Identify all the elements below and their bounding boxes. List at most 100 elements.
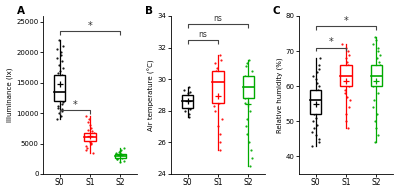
Point	[115, 154, 121, 157]
Point	[55, 71, 61, 74]
Point	[121, 159, 127, 162]
Point	[218, 117, 225, 120]
Point	[83, 148, 90, 151]
Point	[316, 67, 322, 70]
Point	[186, 85, 192, 88]
Point	[59, 99, 66, 102]
Point	[309, 99, 316, 102]
Point	[217, 149, 223, 152]
Point	[372, 36, 378, 39]
Point	[341, 88, 348, 91]
Text: C: C	[272, 6, 280, 16]
Point	[248, 157, 255, 160]
Point	[84, 146, 91, 149]
Point	[86, 124, 93, 127]
Point	[374, 78, 380, 81]
Text: *: *	[88, 21, 92, 31]
Point	[218, 93, 225, 96]
Point	[316, 137, 322, 140]
Point	[55, 84, 62, 87]
Point	[370, 74, 376, 77]
Point	[244, 133, 250, 136]
Point	[88, 141, 94, 145]
Point	[212, 98, 218, 101]
Point	[212, 62, 219, 65]
Point	[55, 104, 61, 107]
Point	[212, 85, 219, 88]
Text: A: A	[16, 6, 24, 16]
Point	[214, 81, 221, 84]
Point	[314, 95, 321, 98]
Point	[370, 99, 377, 102]
Point	[376, 53, 383, 56]
Point	[60, 85, 66, 88]
Point	[116, 151, 122, 154]
Point	[58, 94, 64, 97]
Point	[244, 62, 250, 65]
Point	[372, 81, 378, 84]
Point	[59, 60, 65, 63]
Point	[345, 71, 352, 74]
Point	[214, 67, 220, 70]
Point	[86, 118, 92, 121]
Bar	[182, 95, 193, 107]
Bar	[114, 154, 126, 158]
Point	[88, 143, 94, 146]
Point	[370, 85, 377, 88]
Point	[218, 78, 224, 81]
Point	[242, 125, 249, 128]
Point	[114, 157, 120, 160]
Point	[342, 92, 348, 95]
Point	[248, 85, 254, 88]
Point	[55, 98, 62, 101]
Point	[54, 106, 61, 109]
Point	[217, 133, 224, 136]
Point	[114, 155, 120, 158]
Point	[83, 135, 89, 138]
Point	[89, 133, 96, 136]
Point	[242, 74, 249, 77]
Point	[340, 81, 347, 84]
Point	[314, 106, 320, 109]
Point	[374, 113, 381, 116]
Point	[185, 115, 192, 119]
Point	[345, 127, 352, 130]
Point	[54, 118, 60, 121]
Point	[346, 53, 352, 56]
Point	[57, 82, 64, 86]
Point	[53, 81, 60, 84]
Point	[218, 74, 224, 77]
Point	[215, 125, 222, 128]
Bar	[340, 65, 352, 86]
Point	[187, 106, 194, 109]
Point	[311, 113, 317, 116]
Point	[343, 120, 350, 123]
Point	[212, 109, 218, 112]
Point	[244, 117, 250, 120]
Point	[83, 144, 90, 147]
Point	[90, 151, 96, 154]
Point	[58, 51, 64, 54]
Y-axis label: Illuminance (lx): Illuminance (lx)	[7, 68, 14, 122]
Point	[87, 135, 94, 138]
Point	[57, 90, 63, 93]
Point	[55, 91, 62, 94]
Point	[242, 78, 249, 81]
Point	[314, 81, 320, 84]
Point	[88, 134, 94, 137]
Point	[247, 165, 253, 168]
Point	[213, 70, 219, 73]
Point	[57, 69, 63, 72]
Point	[118, 152, 124, 155]
Point	[117, 160, 123, 163]
Point	[314, 88, 321, 91]
Point	[55, 80, 62, 83]
Point	[83, 115, 90, 118]
Point	[59, 102, 65, 106]
Point	[88, 127, 94, 130]
Text: ns: ns	[214, 14, 222, 23]
Text: ns: ns	[198, 30, 207, 39]
Point	[375, 46, 381, 49]
Point	[372, 141, 378, 144]
Point	[54, 57, 60, 60]
